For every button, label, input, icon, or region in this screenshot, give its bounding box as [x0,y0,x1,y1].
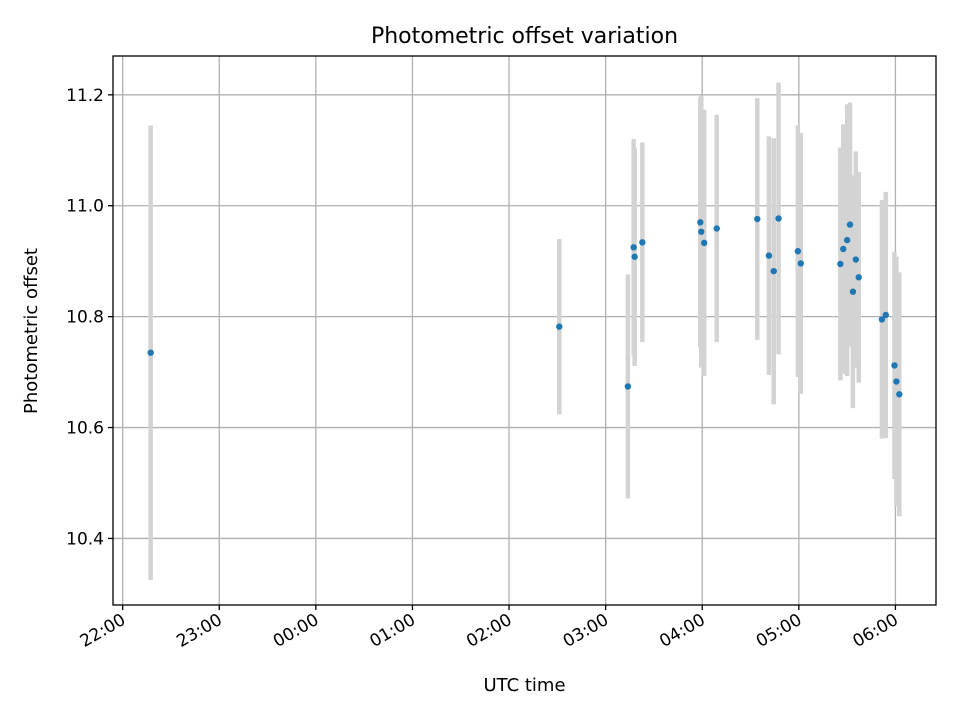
plot-frame [112,55,937,606]
data-point [775,215,782,222]
data-point [630,244,637,251]
point-layer [147,215,903,398]
y-tick-label: 10.4 [66,529,104,549]
data-point [843,236,851,244]
x-tick-label: 22:00 [77,610,129,652]
y-tick-label: 10.8 [66,308,104,328]
y-tick-label: 10.6 [66,419,104,439]
x-tick-label: 03:00 [560,610,612,652]
data-point [794,248,802,255]
data-point [855,274,862,281]
data-point [713,225,720,232]
data-point [700,239,708,247]
data-point [754,215,761,223]
data-point [698,228,705,235]
x-tick-label: 01:00 [367,610,419,652]
data-point [837,260,844,268]
x-axis: 22:00 23:00 00:00 01:00 02:00 03:00 04:00 05:00… [77,605,902,652]
data-point [846,221,854,228]
data-point [797,260,804,267]
data-point [849,288,857,295]
chart-title: Photometric offset variation [371,24,678,49]
data-point [631,253,638,260]
data-point [765,252,773,259]
x-tick-label: 05:00 [753,610,805,652]
data-point [878,316,886,323]
data-point [697,219,704,226]
data-point [770,267,777,275]
y-axis: 10.4 10.6 10.8 11.0 11.2 [66,86,113,549]
data-point [882,311,889,319]
data-point [852,256,860,263]
y-tick-label: 11.0 [66,197,104,217]
x-tick-label: 02:00 [463,610,515,652]
y-tick-label: 11.2 [66,86,104,106]
data-point [893,378,900,385]
data-point [147,349,154,356]
data-point [891,362,898,369]
data-point [556,323,563,330]
data-point [639,239,646,246]
x-tick-label: 04:00 [656,610,708,652]
data-point [624,383,632,390]
x-axis-label: UTC time [483,675,565,696]
x-tick-label: 23:00 [173,610,225,652]
data-point [840,245,847,253]
x-tick-label: 06:00 [849,610,901,652]
data-point [896,391,903,398]
x-tick-label: 00:00 [270,610,322,652]
errorbar-layer [148,82,902,581]
y-axis-label: Photometric offset [21,248,42,414]
grid-layer [113,56,936,605]
